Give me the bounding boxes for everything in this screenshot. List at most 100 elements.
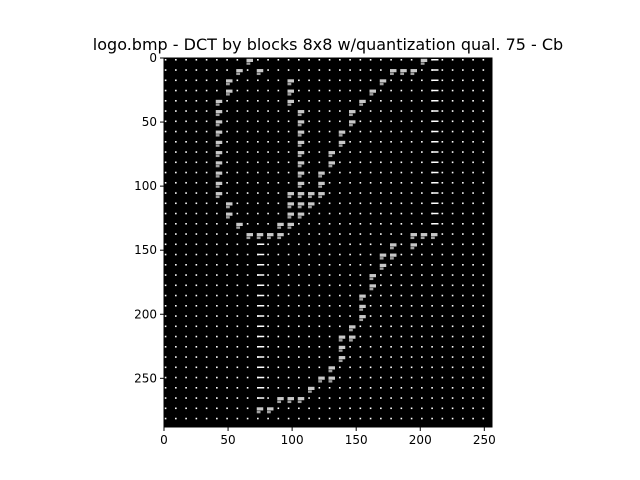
dc-marker — [287, 233, 290, 235]
coef-block — [420, 236, 425, 240]
coef-block — [226, 216, 230, 219]
dc-marker — [400, 79, 403, 82]
coef-block — [246, 236, 251, 240]
coef-block — [349, 339, 353, 342]
dc-marker — [246, 417, 249, 420]
dc-marker — [236, 182, 239, 184]
dc-marker — [246, 192, 249, 194]
dct-blocks — [164, 58, 485, 420]
coef-block — [246, 62, 251, 65]
dc-marker — [185, 79, 187, 82]
coef-block — [359, 304, 366, 308]
dc-marker — [431, 407, 433, 410]
dc-marker — [175, 417, 177, 420]
dc-marker — [298, 305, 300, 307]
dc-marker — [441, 120, 444, 123]
dc-marker — [339, 89, 341, 92]
dc-marker — [380, 223, 382, 225]
dc-marker — [328, 110, 331, 112]
dc-marker — [349, 89, 351, 92]
dc-marker — [236, 212, 239, 215]
coef-block — [277, 400, 282, 404]
dc-marker — [339, 284, 341, 287]
dc-marker — [400, 89, 403, 92]
dc-marker — [390, 407, 392, 410]
dc-marker — [451, 120, 454, 123]
dc-marker — [369, 141, 372, 143]
dc-marker — [482, 397, 485, 399]
dc-marker — [164, 356, 167, 358]
dc-marker — [287, 294, 290, 297]
dc-marker — [205, 69, 208, 71]
dc-marker — [369, 264, 372, 266]
dc-marker — [216, 202, 218, 205]
dc-marker — [472, 171, 474, 174]
coef-block — [379, 257, 384, 260]
dc-marker — [328, 305, 331, 307]
dc-marker — [441, 346, 444, 348]
dc-marker — [369, 100, 372, 102]
dc-marker — [400, 356, 403, 358]
dc-marker — [400, 151, 403, 153]
y-tick-label: 0 — [149, 51, 157, 65]
coef-block — [287, 103, 292, 106]
dc-marker — [349, 315, 351, 317]
dc-marker — [308, 89, 310, 92]
dc-marker — [287, 315, 290, 317]
dc-marker — [277, 182, 280, 184]
dc-marker — [390, 202, 392, 205]
coef-block — [267, 233, 274, 237]
dc-marker — [236, 366, 239, 369]
dc-marker — [226, 120, 228, 123]
dc-marker — [226, 315, 228, 317]
dc-marker — [390, 79, 392, 82]
dc-marker — [318, 110, 321, 112]
dc-marker — [257, 79, 259, 82]
dc-marker — [472, 253, 474, 256]
dc-marker — [400, 141, 403, 143]
dc-marker — [236, 243, 239, 246]
coef-block — [215, 134, 220, 137]
dc-marker — [339, 376, 341, 379]
dc-marker — [451, 417, 454, 420]
coef-block — [390, 253, 397, 257]
dc-marker — [349, 212, 351, 215]
dc-marker — [359, 335, 362, 338]
coef-block — [410, 69, 417, 73]
dc-marker — [400, 315, 403, 317]
dc-marker — [246, 264, 249, 266]
dc-marker — [390, 59, 392, 61]
dc-marker — [277, 79, 280, 82]
dc-marker — [421, 171, 423, 174]
plot-area — [163, 57, 493, 428]
dc-marker — [390, 171, 392, 174]
dc-marker — [380, 151, 382, 153]
coef-block — [256, 407, 264, 411]
coef-block — [308, 195, 312, 199]
dc-marker — [431, 417, 433, 420]
coef-block — [215, 151, 223, 155]
dc-marker — [308, 69, 310, 71]
dc-marker — [246, 79, 249, 82]
dc-marker — [349, 59, 351, 61]
dc-marker — [287, 284, 290, 287]
dc-marker — [216, 315, 218, 317]
dc-marker — [472, 346, 474, 348]
dc-marker — [205, 120, 208, 123]
dc-marker — [236, 305, 239, 307]
coef-block — [287, 397, 294, 401]
dc-marker — [410, 376, 413, 379]
coef-block — [308, 192, 315, 196]
dc-marker — [400, 335, 403, 338]
dc-marker — [185, 130, 187, 133]
dc-marker — [431, 315, 433, 317]
dc-marker — [328, 59, 331, 61]
dc-column-mark — [431, 130, 439, 133]
dc-marker — [318, 274, 321, 276]
dc-marker — [185, 284, 187, 287]
dc-marker — [431, 335, 433, 338]
dc-marker — [164, 59, 167, 61]
dc-marker — [410, 417, 413, 420]
dc-marker — [195, 130, 198, 133]
dc-marker — [277, 294, 280, 297]
